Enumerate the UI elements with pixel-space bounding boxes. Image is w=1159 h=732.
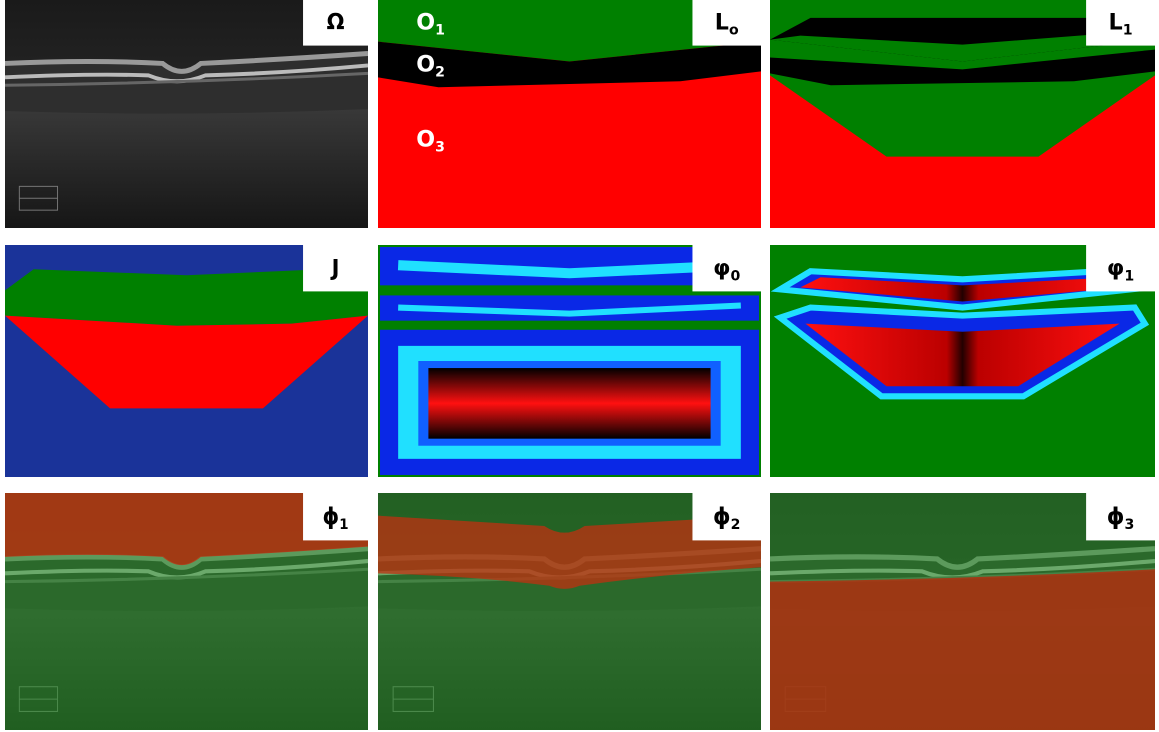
label-part: 1: [1124, 268, 1134, 284]
panel-label: J: [330, 256, 340, 282]
panel-phi1: φ1: [770, 245, 1155, 477]
figure: Ω Lo O1 O2 O3 L1 J φ0 φ1 ϕ1 ϕ2: [0, 0, 1159, 732]
label-part: O: [416, 53, 435, 78]
panel-phi0: φ0: [378, 245, 761, 477]
label-part: o: [729, 23, 739, 39]
label-part: ϕ: [323, 504, 340, 530]
label-part: L: [715, 11, 729, 36]
panel-label: Ω: [327, 10, 345, 35]
label-part: 1: [339, 517, 348, 534]
label-part: 2: [731, 517, 741, 533]
label-part: 1: [435, 23, 445, 39]
panel-j: J: [5, 245, 368, 477]
panel-l0: Lo O1 O2 O3: [378, 0, 761, 228]
label-part: φ: [1107, 255, 1124, 281]
panel-ph1: ϕ1: [5, 493, 368, 730]
label-part: 1: [1123, 23, 1133, 39]
label-part: L: [1109, 11, 1123, 36]
label-part: 3: [435, 140, 445, 156]
label-part: ϕ: [713, 504, 731, 530]
label-part: O: [416, 11, 435, 36]
label-part: 3: [1124, 517, 1134, 533]
label-part: 2: [435, 64, 445, 80]
label-part: 0: [730, 268, 740, 284]
label-part: O: [416, 128, 435, 153]
label-part: ϕ: [1107, 504, 1125, 530]
label-part: φ: [713, 255, 730, 281]
panel-ph3: ϕ3: [770, 493, 1155, 730]
panel-l1: L1: [770, 0, 1155, 228]
panel-ph2: ϕ2: [378, 493, 761, 730]
panel-omega: Ω: [5, 0, 368, 228]
